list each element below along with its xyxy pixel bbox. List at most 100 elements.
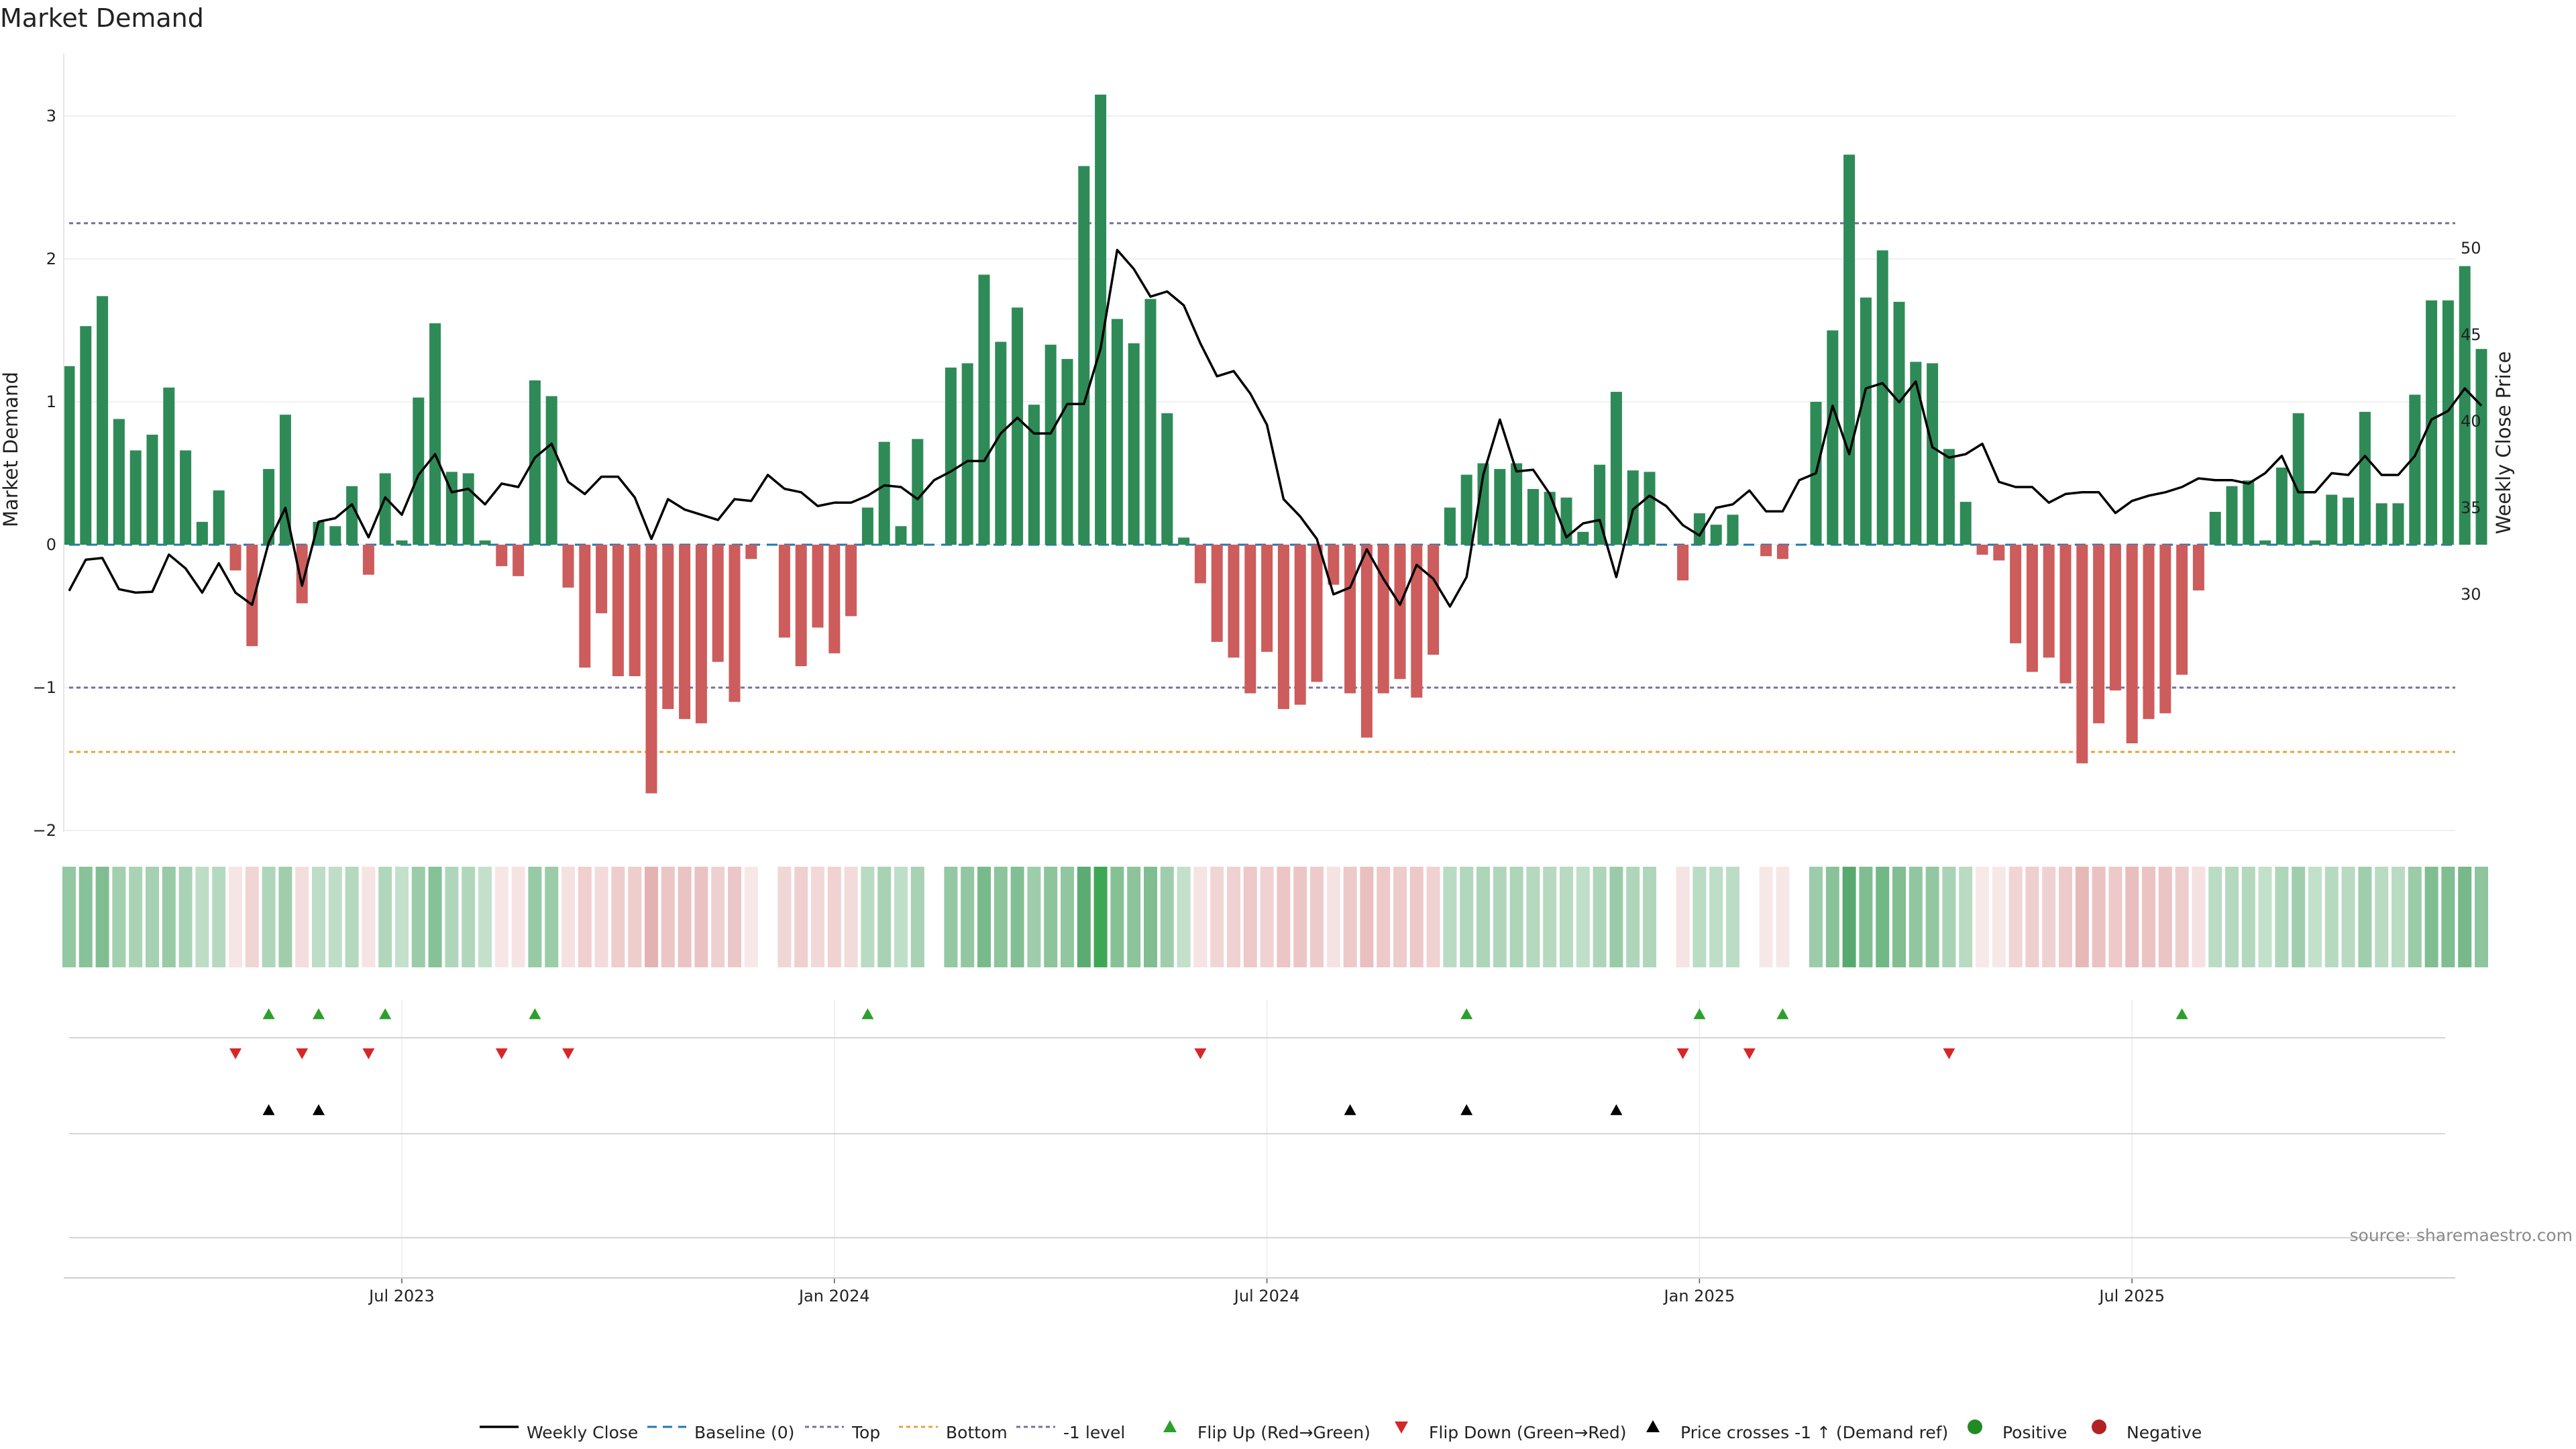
demand-bar [1544,492,1556,545]
demand-bar [845,545,857,616]
demand-bar [1927,363,1939,545]
flip-up-marker [529,1008,541,1020]
heat-cell [345,867,359,967]
heat-cell [1426,867,1440,967]
heat-cell [178,867,193,967]
heat-cell [528,867,542,967]
legend-swatch [1395,1421,1408,1434]
demand-bar [2043,545,2055,658]
heat-cell [2475,867,2488,967]
heat-cell [2042,867,2056,967]
heat-cell [1526,867,1540,967]
heat-cell [312,867,325,967]
demand-bar [2059,545,2072,684]
flip-down-marker [495,1048,508,1059]
demand-bar [2226,486,2238,545]
y-tick-label: 2 [46,250,56,268]
heat-cell [2258,867,2272,967]
heat-cell [961,867,975,967]
demand-bar [2343,497,2355,545]
demand-bar [1194,545,1206,584]
y2-axis-label: Weekly Close Price [2492,352,2515,535]
heat-cell [2375,867,2389,967]
heat-cell [1626,867,1640,967]
demand-bar [313,521,325,545]
demand-bar [1111,319,1123,545]
demand-bar [729,545,741,702]
y-tick-label: 0 [46,535,56,554]
heat-cell [944,867,958,967]
heat-cell [1543,867,1557,967]
price-cross-marker [262,1104,275,1116]
demand-bar [1095,95,1107,545]
heat-cell [1077,867,1091,967]
heat-cell [511,867,525,967]
demand-bar [712,545,724,662]
heat-cell [910,867,924,967]
heat-cell [1393,867,1407,967]
demand-bar [2076,545,2088,763]
demand-bar [479,540,491,545]
demand-bar [1344,545,1356,694]
heat-cell [1110,867,1124,967]
heat-cell [1959,867,1973,967]
demand-bar [1360,545,1373,738]
heat-cell [2292,867,2306,967]
flip-up-marker [1460,1008,1473,1020]
legend-label: Price crosses -1 ↑ (Demand ref) [1680,1423,1948,1442]
heat-cell [1160,867,1174,967]
heat-cell [844,867,858,967]
demand-bar [445,472,458,545]
heat-cell [977,867,991,967]
price-cross-marker [1344,1104,1356,1116]
chart-title: Market Demand [0,3,204,33]
flip-up-marker [379,1008,392,1020]
demand-bar [895,526,907,545]
demand-bar [1976,545,1988,555]
demand-bar [2426,300,2438,545]
demand-bar [1012,307,1024,545]
demand-bar [695,545,707,724]
heat-cell [1576,867,1590,967]
flip-up-marker [2176,1008,2188,1020]
heat-cell [1027,867,1041,967]
heat-cell [112,867,126,967]
y2-tick-label: 45 [2461,325,2481,344]
heat-cell [428,867,442,967]
demand-bar [2359,411,2371,545]
heat-cell [1726,867,1739,967]
demand-bar [2409,394,2421,545]
demand-bar [1294,545,1306,705]
demand-bar [945,367,957,545]
demand-bar [2209,512,2221,545]
heat-cell [95,867,109,967]
demand-bar [163,387,175,545]
heat-cell [1593,867,1607,967]
demand-bar [1044,344,1057,545]
legend-label: Positive [2002,1423,2067,1442]
heat-cell [2092,867,2106,967]
heat-cell [594,867,608,967]
heat-cell [711,867,725,967]
legend-label: Top [851,1423,880,1442]
demand-bar [828,545,841,653]
demand-bar [2392,503,2404,545]
heat-cell [2408,867,2422,967]
heat-cell [1443,867,1457,967]
heat-cell [1127,867,1141,967]
heat-cell [1061,867,1074,967]
demand-bar [2475,349,2487,545]
heat-cell [1509,867,1523,967]
heat-cell [62,867,76,967]
heat-cell [262,867,276,967]
heat-cell [78,867,93,967]
y2-tick-label: 35 [2461,498,2481,517]
heat-cell [628,867,642,967]
heat-cell [2392,867,2405,967]
demand-bar [1178,537,1190,545]
weekly-close-line [68,248,2483,608]
demand-bar [1943,449,1955,545]
heat-cell [1144,867,1157,967]
demand-bar [2010,545,2022,643]
demand-bar [196,521,208,545]
